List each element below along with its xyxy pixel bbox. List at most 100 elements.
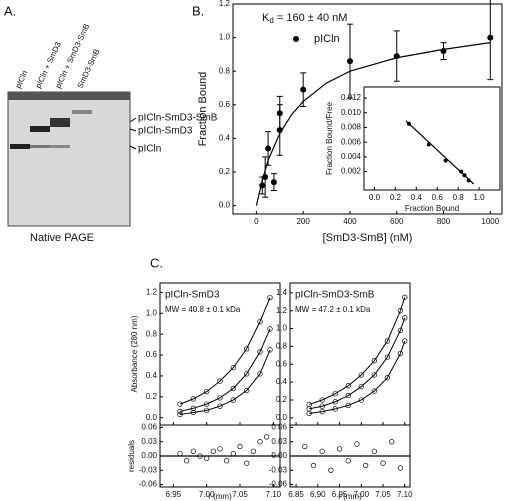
- x-tick-label: 7.00: [199, 490, 215, 499]
- data-point: [397, 327, 404, 333]
- x-tick-label: 0: [254, 217, 259, 226]
- y-tick-label: -0.06: [139, 480, 158, 489]
- x-tick-label: 600: [390, 217, 404, 226]
- gel-image: [7, 91, 131, 227]
- panel-label: C.: [150, 255, 163, 270]
- data-point: [402, 338, 408, 344]
- data-point: [230, 364, 236, 371]
- data-point: [358, 397, 364, 403]
- residual-point: [345, 458, 351, 464]
- x-tick-label: 1.0: [474, 193, 486, 202]
- data-point: [230, 385, 236, 392]
- y-tick-label: 1.0: [146, 308, 158, 317]
- x-tick-label: 400: [343, 217, 357, 226]
- gel-band: [50, 118, 70, 127]
- annotation-part: d: [269, 16, 273, 25]
- data-point: [262, 174, 269, 181]
- data-point: [402, 294, 408, 300]
- panel-label: A.: [4, 3, 16, 18]
- data-point: [259, 182, 266, 189]
- chart-subtitle: MW = 47.2 ± 0.1 kDa: [295, 305, 371, 314]
- data-point: [244, 387, 250, 394]
- data-point: [257, 349, 263, 355]
- fit-line: [308, 297, 406, 405]
- y-axis-label: residuals: [127, 440, 136, 472]
- data-point: [345, 402, 351, 409]
- y-tick-label: 0.4: [219, 134, 231, 143]
- data-point: [204, 388, 210, 395]
- x-tick-label: 0.0: [369, 193, 381, 202]
- data-point: [332, 399, 338, 405]
- chart-subtitle: MW = 40.8 ± 0.1 kDa: [165, 305, 241, 314]
- band-pointer: [129, 117, 137, 123]
- data-point: [267, 294, 273, 301]
- x-axis-label: [SmD3-SmB] (nM): [323, 232, 413, 244]
- data-point: [230, 397, 236, 403]
- residual-point: [319, 448, 325, 454]
- residual-point: [328, 467, 334, 473]
- data-point: [190, 396, 196, 402]
- y-tick-label: 0.0: [219, 201, 231, 210]
- data-point: [406, 121, 411, 126]
- y-tick-label: 0.002: [341, 167, 362, 176]
- y-tick-label: 0.012: [341, 93, 362, 102]
- y-tick-label: 0.006: [341, 137, 362, 146]
- residual-point: [210, 448, 216, 454]
- gel-band: [30, 145, 50, 148]
- band-label: pICln: [138, 144, 161, 155]
- residual-point: [197, 453, 203, 459]
- y-tick-label: -0.06: [269, 480, 288, 489]
- data-point: [371, 358, 377, 364]
- x-tick-label: 7.05: [232, 490, 248, 499]
- x-tick-label: 200: [296, 217, 310, 226]
- annotation-part: K: [262, 12, 270, 24]
- data-point: [276, 110, 283, 117]
- residual-point: [380, 460, 386, 466]
- data-point: [204, 401, 210, 407]
- x-tick-label: 1000: [481, 217, 499, 226]
- y-tick-label: 0.6: [219, 100, 231, 109]
- legend-label: pICln: [314, 33, 340, 45]
- data-point: [332, 391, 338, 397]
- data-point: [384, 338, 391, 344]
- fit-line: [309, 340, 406, 414]
- data-point: [244, 371, 250, 377]
- data-point: [462, 173, 467, 178]
- y-tick-label: 0.2: [146, 392, 158, 401]
- data-point: [346, 58, 353, 65]
- residual-point: [264, 434, 270, 440]
- chart-title: pICln-SmD3-SmB: [295, 290, 375, 301]
- gel-band: [50, 145, 70, 148]
- residual-point: [310, 462, 317, 469]
- data-point: [300, 86, 307, 93]
- data-point: [319, 397, 325, 403]
- y-axis-label: Absorbance (280 nm): [130, 315, 139, 392]
- gel-caption: Native PAGE: [30, 232, 94, 244]
- residual-point: [354, 441, 360, 447]
- data-point: [443, 158, 448, 163]
- data-point: [265, 145, 272, 152]
- y-tick-label: 1.2: [219, 0, 231, 8]
- residual-point: [190, 448, 196, 454]
- y-tick-label: 1.2: [146, 288, 158, 297]
- y-tick-label: -0.03: [269, 465, 288, 474]
- x-tick-label: 7.05: [375, 490, 391, 499]
- x-tick-label: 6.85: [288, 490, 304, 499]
- y-tick-label: 0.6: [146, 350, 158, 359]
- y-tick-label: -0.03: [139, 465, 158, 474]
- x-tick-label: 7.10: [266, 490, 282, 499]
- y-tick-label: 0.03: [271, 437, 287, 446]
- data-point: [217, 403, 223, 409]
- residual-point: [204, 455, 210, 462]
- y-tick-label: 0.00: [141, 451, 157, 460]
- data-point: [440, 48, 447, 55]
- data-point: [257, 371, 263, 377]
- chart-title: pICln-SmD3: [165, 290, 220, 301]
- data-point: [384, 354, 391, 360]
- data-point: [466, 178, 471, 183]
- band-pointer: [129, 128, 137, 132]
- residual-point: [363, 462, 369, 469]
- residual-point: [244, 460, 250, 466]
- data-point: [345, 383, 351, 389]
